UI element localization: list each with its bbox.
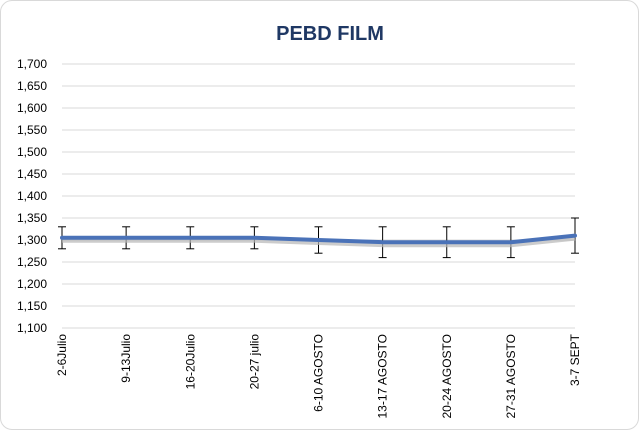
series-lines [60,233,577,248]
x-tick-label: 9-13Julio [119,334,133,383]
y-tick-label: 1,700 [17,57,47,71]
chart-title: PEBD FILM [276,23,384,45]
series-line [60,233,577,245]
x-tick-label: 2-6Julio [55,334,69,376]
x-tick-label: 27-31 AGOSTO [504,334,518,419]
y-axis-tick-labels: 1,100 1,150 1,200 1,250 1,300 1,350 1,400 1,450… [17,57,47,335]
y-tick-label: 1,150 [17,299,47,313]
y-tick-label: 1,350 [17,211,47,225]
series-line-shadow [62,236,576,248]
y-tick-label: 1,500 [17,145,47,159]
y-tick-label: 1,300 [17,233,47,247]
y-tick-label: 1,550 [17,123,47,137]
y-tick-label: 1,650 [17,79,47,93]
x-tick-label: 3-7 SEPT [568,333,582,386]
x-axis-tick-labels: 2-6Julio 9-13Julio 16-20Julio 20-27 julio 6-… [55,333,582,418]
gridlines [62,63,575,329]
y-tick-label: 1,100 [17,321,47,335]
x-tick-label: 13-17 AGOSTO [376,334,390,419]
y-tick-label: 1,600 [17,101,47,115]
x-tick-label: 20-27 julio [247,334,261,390]
y-tick-label: 1,450 [17,167,47,181]
x-tick-label: 16-20Julio [183,334,197,390]
y-tick-label: 1,250 [17,255,47,269]
x-tick-label: 20-24 AGOSTO [440,334,454,419]
y-tick-label: 1,400 [17,189,47,203]
y-tick-label: 1,200 [17,277,47,291]
x-tick-label: 6-10 AGOSTO [312,334,326,412]
